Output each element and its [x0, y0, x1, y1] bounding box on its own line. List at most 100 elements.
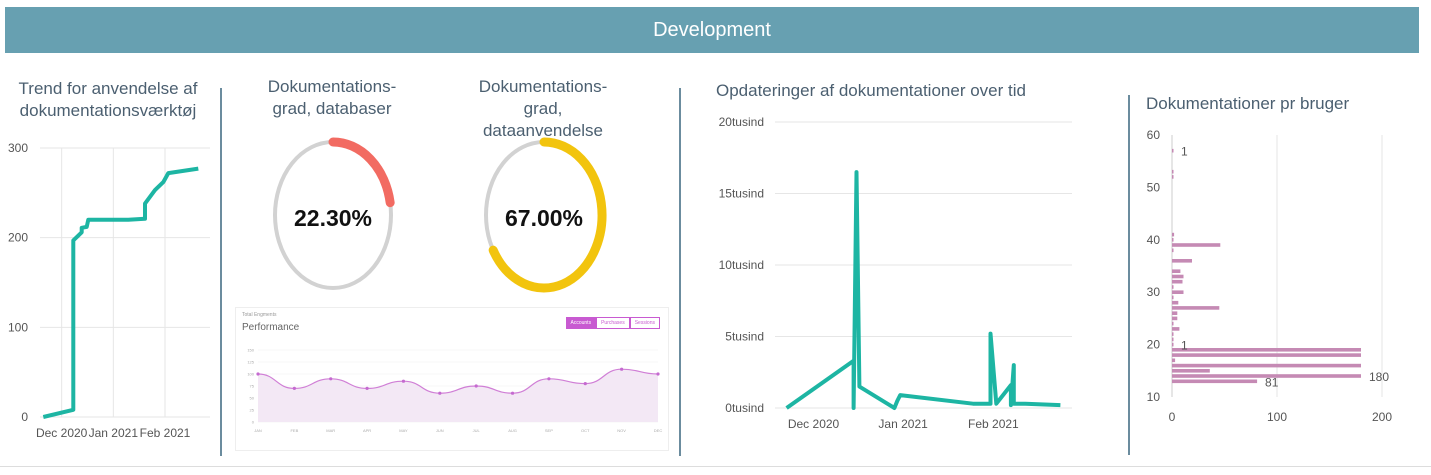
updates-y-tick: 15tusind	[719, 187, 764, 201]
perf-y-tick: 25	[250, 408, 255, 413]
gauge-databaser	[273, 137, 395, 290]
users-bar	[1172, 369, 1210, 373]
users-bar	[1172, 379, 1258, 384]
users-y-tick: 10	[1147, 390, 1161, 404]
tab-accounts[interactable]: Accounts	[565, 317, 597, 329]
gauge-1-title: Dokumentations-grad, databaser	[267, 77, 397, 118]
users-chart: 0 100 200 10 20 30 40 50 60 1 1 180 81	[1147, 128, 1393, 424]
trend-chart-title: Trend for anvendelse af dokumentationsvæ…	[18, 79, 198, 120]
users-x-tick: 100	[1267, 410, 1287, 424]
users-bar	[1172, 374, 1361, 378]
users-bar	[1172, 332, 1174, 336]
users-bar	[1172, 295, 1174, 300]
perf-point	[656, 372, 660, 376]
perf-x-tick: SEP	[545, 428, 553, 433]
users-y-tick: 50	[1147, 180, 1161, 194]
perf-point	[583, 382, 587, 386]
gauge-2-value: 67.00%	[504, 205, 583, 231]
updates-y-tick: 10tusind	[719, 258, 764, 272]
perf-x-tick: FEB	[290, 428, 298, 433]
section-title: Development	[653, 18, 771, 41]
users-bar	[1172, 279, 1183, 284]
perf-point	[438, 391, 442, 395]
users-y-tick: 60	[1147, 128, 1161, 142]
performance-tabs: Accounts Purchases Sessions	[565, 317, 660, 329]
users-bar	[1172, 243, 1221, 247]
perf-y-tick: 50	[250, 396, 255, 401]
perf-x-tick: OCT	[581, 428, 590, 433]
users-data-label: 81	[1265, 375, 1279, 389]
users-bar	[1172, 269, 1181, 273]
trend-series-line	[42, 166, 199, 419]
gauge-2-title: Dokumentations-grad, dataanvendelse	[478, 77, 608, 140]
perf-x-tick: MAR	[326, 428, 335, 433]
gauge-1-value: 22.30%	[293, 205, 372, 231]
perf-x-tick: JUL	[473, 428, 481, 433]
perf-x-tick: MAY	[399, 428, 408, 433]
users-y-tick: 30	[1147, 285, 1161, 299]
perf-y-tick: 75	[250, 384, 255, 389]
users-bar	[1172, 363, 1361, 368]
perf-x-tick: NOV	[617, 428, 626, 433]
users-bar	[1172, 290, 1184, 294]
users-bar	[1172, 259, 1192, 263]
perf-x-tick: APR	[363, 428, 371, 433]
performance-title: Performance	[242, 322, 300, 333]
performance-subtitle: Total Engments	[242, 312, 277, 318]
users-bar	[1172, 285, 1174, 289]
updates-y-tick: 0tusind	[725, 401, 764, 415]
users-y-tick: 40	[1147, 233, 1161, 247]
users-bar	[1172, 327, 1180, 331]
users-bar	[1172, 321, 1174, 326]
users-bar	[1172, 232, 1175, 237]
users-bar	[1172, 348, 1361, 352]
users-x-tick: 200	[1372, 410, 1392, 424]
trend-x-tick: Feb 2021	[140, 426, 191, 440]
updates-x-tick: Dec 2020	[788, 417, 840, 431]
trend-x-tick: Jan 2021	[89, 426, 139, 440]
users-bar	[1172, 248, 1174, 253]
updates-chart-title: Opdateringer af dokumentationer over tid	[716, 81, 1026, 100]
perf-area	[258, 369, 658, 422]
perf-x-tick: AUG	[508, 428, 517, 433]
tab-sessions[interactable]: Sessions	[629, 317, 660, 329]
updates-series-line	[785, 170, 1061, 410]
users-bar	[1172, 306, 1220, 310]
updates-x-tick: Jan 2021	[878, 417, 928, 431]
users-bar	[1172, 358, 1176, 363]
users-bar	[1172, 238, 1174, 242]
perf-point	[292, 386, 296, 390]
performance-chart: 150 125 100 75 50 25 0 JAN FEB MAR APR MAY JUN JUL AUG…	[247, 348, 663, 434]
users-bar	[1172, 353, 1361, 357]
bottom-rule	[0, 466, 1431, 467]
section-header: Development	[5, 7, 1419, 53]
performance-widget: Total Engments Performance Accounts Purc…	[235, 307, 669, 451]
tab-purchases[interactable]: Purchases	[596, 317, 630, 329]
trend-y-tick: 300	[8, 141, 28, 155]
perf-x-tick: DEC	[654, 428, 663, 433]
perf-point	[510, 391, 515, 395]
perf-point	[547, 377, 551, 381]
users-bar	[1172, 316, 1178, 321]
divider-2	[679, 88, 681, 456]
users-bar	[1172, 148, 1174, 153]
divider-3	[1128, 95, 1130, 455]
perf-x-tick: JAN	[254, 428, 262, 433]
users-data-label: 1	[1181, 339, 1188, 353]
users-bar	[1172, 337, 1174, 342]
users-x-tick: 0	[1169, 410, 1176, 424]
users-data-label: 180	[1369, 370, 1389, 384]
updates-y-tick: 20tusind	[719, 115, 764, 129]
perf-point	[365, 386, 369, 390]
users-bar	[1172, 342, 1174, 347]
users-data-label: 1	[1181, 145, 1188, 159]
trend-y-tick: 0	[21, 410, 28, 424]
perf-line	[257, 368, 659, 394]
trend-x-tick: Dec 2020	[36, 426, 88, 440]
users-bar	[1172, 175, 1174, 179]
perf-y-tick: 150	[247, 348, 254, 353]
users-chart-title: Dokumentationer pr bruger	[1146, 94, 1350, 113]
perf-point	[256, 372, 260, 376]
perf-x-tick: JUN	[436, 428, 444, 433]
perf-point	[620, 367, 624, 371]
